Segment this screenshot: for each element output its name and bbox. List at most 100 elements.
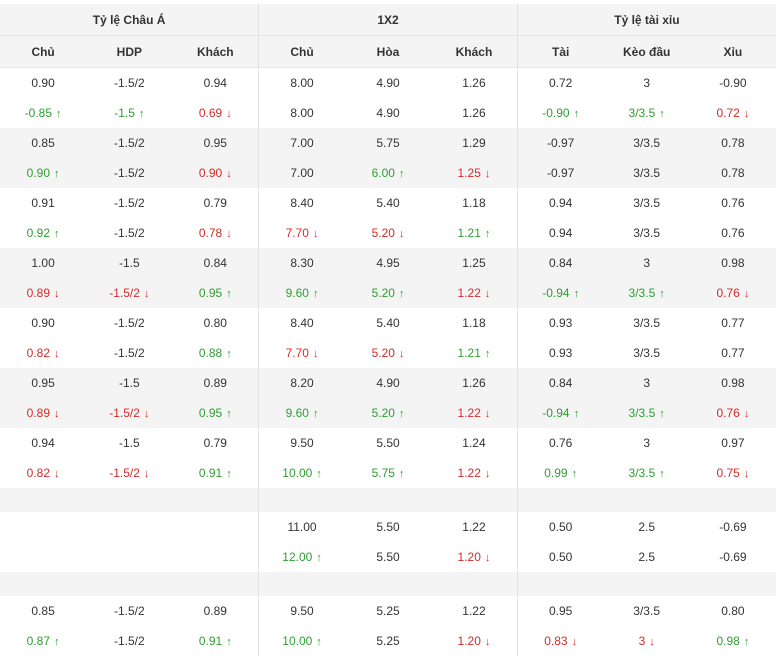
odds-cell: 0.97 — [690, 428, 776, 458]
odds-cell: 1.21 ↑ — [431, 338, 517, 368]
odds-value: 0.79 — [203, 436, 227, 450]
odds-cell: 1.22 ↓ — [431, 398, 518, 428]
odds-cell: -1.5/2 — [86, 338, 172, 368]
odds-cell: 4.90 — [345, 98, 431, 128]
odds-row: 0.90 -1.5/2 0.80 8.40 5.40 1.18 0.93 3/3.5 0.77 — [0, 308, 776, 338]
odds-value: 0.95 — [31, 376, 55, 390]
odds-value: 0.78 — [721, 136, 745, 150]
odds-cell: 3/3.5 — [604, 596, 690, 626]
odds-cell: 1.25 ↓ — [431, 158, 518, 188]
odds-value: 0.76 — [716, 286, 740, 300]
odds-cell — [0, 542, 86, 572]
odds-value: 10.00 — [282, 634, 313, 648]
odds-value: 1.26 — [462, 376, 486, 390]
odds-cell: 0.88 ↑ — [172, 338, 258, 368]
odds-value: -0.97 — [547, 166, 575, 180]
group-header-row: Tỷ lệ Châu Á 1X2 Tỷ lệ tài xỉu — [0, 4, 776, 36]
odds-cell: 0.94 — [516, 188, 604, 218]
odds-value: 12.00 — [282, 550, 313, 564]
odds-cell: 8.20 — [258, 368, 345, 398]
arrow-up-icon: ↑ — [573, 408, 580, 420]
odds-value: 1.26 — [462, 76, 486, 90]
odds-value: 0.99 — [544, 466, 568, 480]
arrow-up-icon: ↑ — [484, 348, 491, 360]
odds-cell: 0.95 — [172, 128, 259, 158]
odds-value: 0.95 — [549, 604, 573, 618]
odds-cell: 10.00 ↑ — [258, 458, 345, 488]
odds-value: -0.94 — [542, 286, 570, 300]
odds-cell: 0.90 — [0, 308, 86, 338]
odds-cell: 5.20 ↑ — [344, 278, 432, 308]
odds-value: 0.75 — [716, 466, 740, 480]
odds-value: 0.84 — [549, 256, 573, 270]
odds-value: 9.50 — [290, 604, 314, 618]
arrow-up-icon: ↑ — [316, 636, 322, 648]
odds-value: 7.70 — [285, 226, 309, 240]
odds-value: 3/3.5 — [633, 226, 660, 240]
arrow-up-icon: ↑ — [398, 168, 405, 180]
odds-cell: 6.00 ↑ — [344, 158, 432, 188]
odds-value: 3/3.5 — [628, 106, 656, 120]
odds-cell: 1.25 — [431, 248, 518, 278]
odds-value: 5.50 — [376, 550, 400, 564]
odds-cell: 5.75 — [344, 128, 432, 158]
odds-cell: -1.5/2 — [86, 218, 172, 248]
odds-value: 7.00 — [290, 136, 314, 150]
arrow-up-icon: ↑ — [743, 636, 750, 648]
odds-cell: 9.50 — [258, 428, 345, 458]
odds-value: 5.75 — [371, 466, 395, 480]
odds-cell: 0.83 ↓ — [516, 626, 604, 656]
odds-cell — [172, 512, 258, 542]
odds-cell: 8.30 — [258, 248, 345, 278]
odds-value: 0.50 — [549, 550, 573, 564]
odds-cell: -0.85 ↑ — [0, 98, 86, 128]
col-header-1x2-away: Khách — [431, 35, 518, 68]
odds-value: 0.91 — [31, 196, 55, 210]
separator-cell — [516, 488, 776, 512]
arrow-up-icon: ↑ — [659, 468, 665, 480]
odds-cell: 3/3.5 — [603, 158, 690, 188]
separator-cell — [258, 572, 518, 596]
odds-cell: 9.60 ↑ — [258, 278, 345, 308]
odds-value: 5.40 — [376, 196, 400, 210]
odds-value: 0.84 — [549, 376, 573, 390]
odds-value: 0.90 — [198, 166, 223, 180]
odds-value: 5.25 — [376, 604, 400, 618]
odds-value: 0.89 — [26, 406, 51, 420]
arrow-up-icon: ↑ — [398, 468, 405, 480]
odds-cell: 0.89 ↓ — [0, 278, 87, 308]
odds-cell: 1.22 ↓ — [431, 458, 517, 488]
odds-value: -1.5 — [118, 436, 140, 450]
odds-cell: 0.77 — [690, 338, 776, 368]
arrow-up-icon: ↑ — [54, 636, 60, 648]
arrow-down-icon: ↓ — [484, 408, 491, 420]
odds-cell: 8.40 — [258, 308, 345, 338]
odds-cell: 5.40 — [345, 308, 431, 338]
odds-value: -1.5 — [114, 106, 135, 120]
odds-row: 0.82 ↓ -1.5/2 0.88 ↑ 7.70 ↓ 5.20 ↓ 1.21 ↑ 0.93 3/3.5… — [0, 338, 776, 368]
col-header-asian-home: Chủ — [0, 35, 87, 68]
odds-value: 3/3.5 — [633, 346, 660, 360]
odds-cell: 0.91 ↑ — [172, 458, 258, 488]
odds-cell: 0.95 — [0, 368, 87, 398]
odds-cell: 1.00 — [0, 248, 87, 278]
odds-table-body: 0.90 -1.5/2 0.94 8.00 4.90 1.26 0.72 3 -0.90 -0.8… — [0, 67, 776, 656]
odds-value: 0.82 — [26, 466, 51, 480]
odds-cell: 0.72 ↓ — [690, 98, 776, 128]
odds-cell: -0.90 — [690, 68, 776, 99]
odds-value: 4.90 — [376, 106, 400, 120]
col-header-asian-hdp: HDP — [86, 35, 173, 68]
arrow-up-icon: ↑ — [54, 228, 60, 240]
odds-cell: 0.79 — [172, 428, 258, 458]
odds-value: 0.78 — [198, 226, 223, 240]
odds-cell: 0.93 — [516, 308, 604, 338]
odds-value: 3/3.5 — [628, 406, 656, 420]
group-header-1x2: 1X2 — [258, 4, 518, 36]
odds-cell: 0.80 — [690, 596, 776, 626]
odds-value: 0.85 — [31, 136, 55, 150]
arrow-up-icon: ↑ — [573, 288, 580, 300]
odds-value: 3/3.5 — [628, 286, 656, 300]
odds-value: 1.21 — [457, 226, 481, 240]
odds-value: 1.18 — [462, 316, 486, 330]
odds-cell: 3 ↓ — [604, 626, 690, 656]
